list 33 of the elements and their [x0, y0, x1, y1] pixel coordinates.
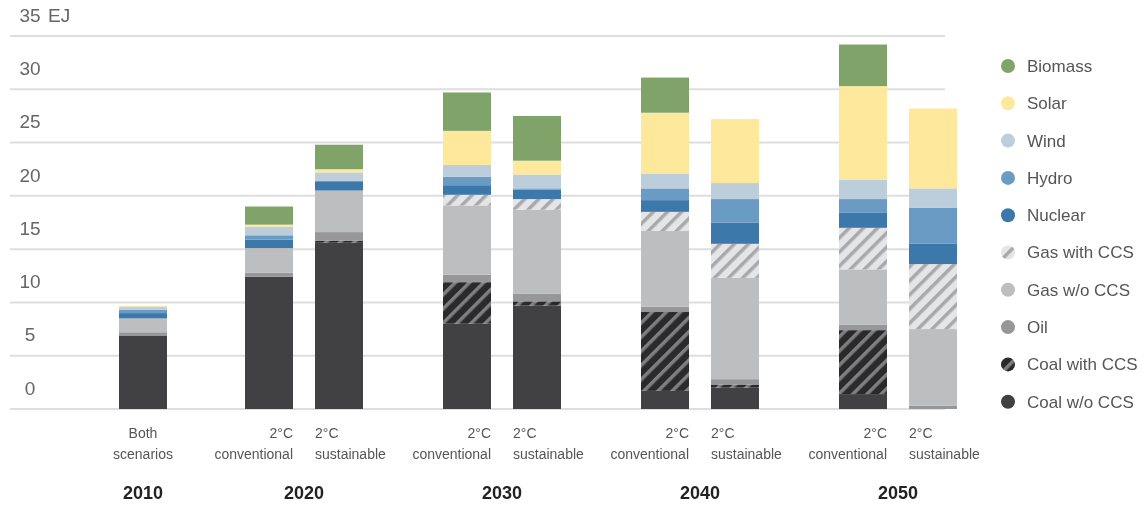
legend-label: Nuclear [1027, 206, 1086, 226]
y-tick-label: 25 [19, 111, 41, 133]
legend-label: Gas with CCS [1027, 243, 1134, 263]
y-tick-label: 15 [19, 217, 41, 239]
legend-label: Gas w/o CCS [1027, 280, 1130, 300]
x-tick-label: 2°C conventional [610, 425, 689, 462]
x-tick-label: 2°C sustainable [513, 425, 585, 462]
text: 2050 [877, 483, 919, 503]
x-tick-label: 2°C conventional [412, 425, 491, 462]
text: 2030 [481, 483, 523, 503]
text: 2020 [283, 483, 325, 503]
text: 2010 [122, 483, 164, 503]
legend-label: Hydro [1027, 168, 1073, 188]
x-tick-label: Both scenarios [113, 425, 173, 462]
y-tick-label: 0 [24, 377, 36, 399]
legend-label: Coal with CCS [1027, 355, 1138, 375]
x-tick-label: 2°C sustainable [711, 425, 783, 462]
y-axis-title: EJ [48, 4, 71, 26]
y-tick-label: 10 [19, 271, 41, 293]
y-tick-label: 5 [24, 324, 36, 346]
legend-label: Wind [1027, 131, 1066, 151]
y-tick-label: 20 [19, 164, 41, 186]
legend-label: Coal w/o CCS [1027, 392, 1134, 412]
y-tick-label: 30 [19, 58, 41, 80]
x-tick-label: 2°C conventional [808, 425, 887, 462]
legend-label: Oil [1027, 318, 1048, 338]
legend-label: Biomass [1027, 56, 1093, 76]
legend-label: Solar [1027, 94, 1068, 114]
y-tick-label: 35 [19, 4, 41, 26]
text: 2040 [679, 483, 721, 503]
x-tick-label: 2°C conventional [214, 425, 293, 462]
x-tick-label: 2°C sustainable [909, 425, 981, 462]
x-tick-label: 2°C sustainable [315, 425, 387, 462]
